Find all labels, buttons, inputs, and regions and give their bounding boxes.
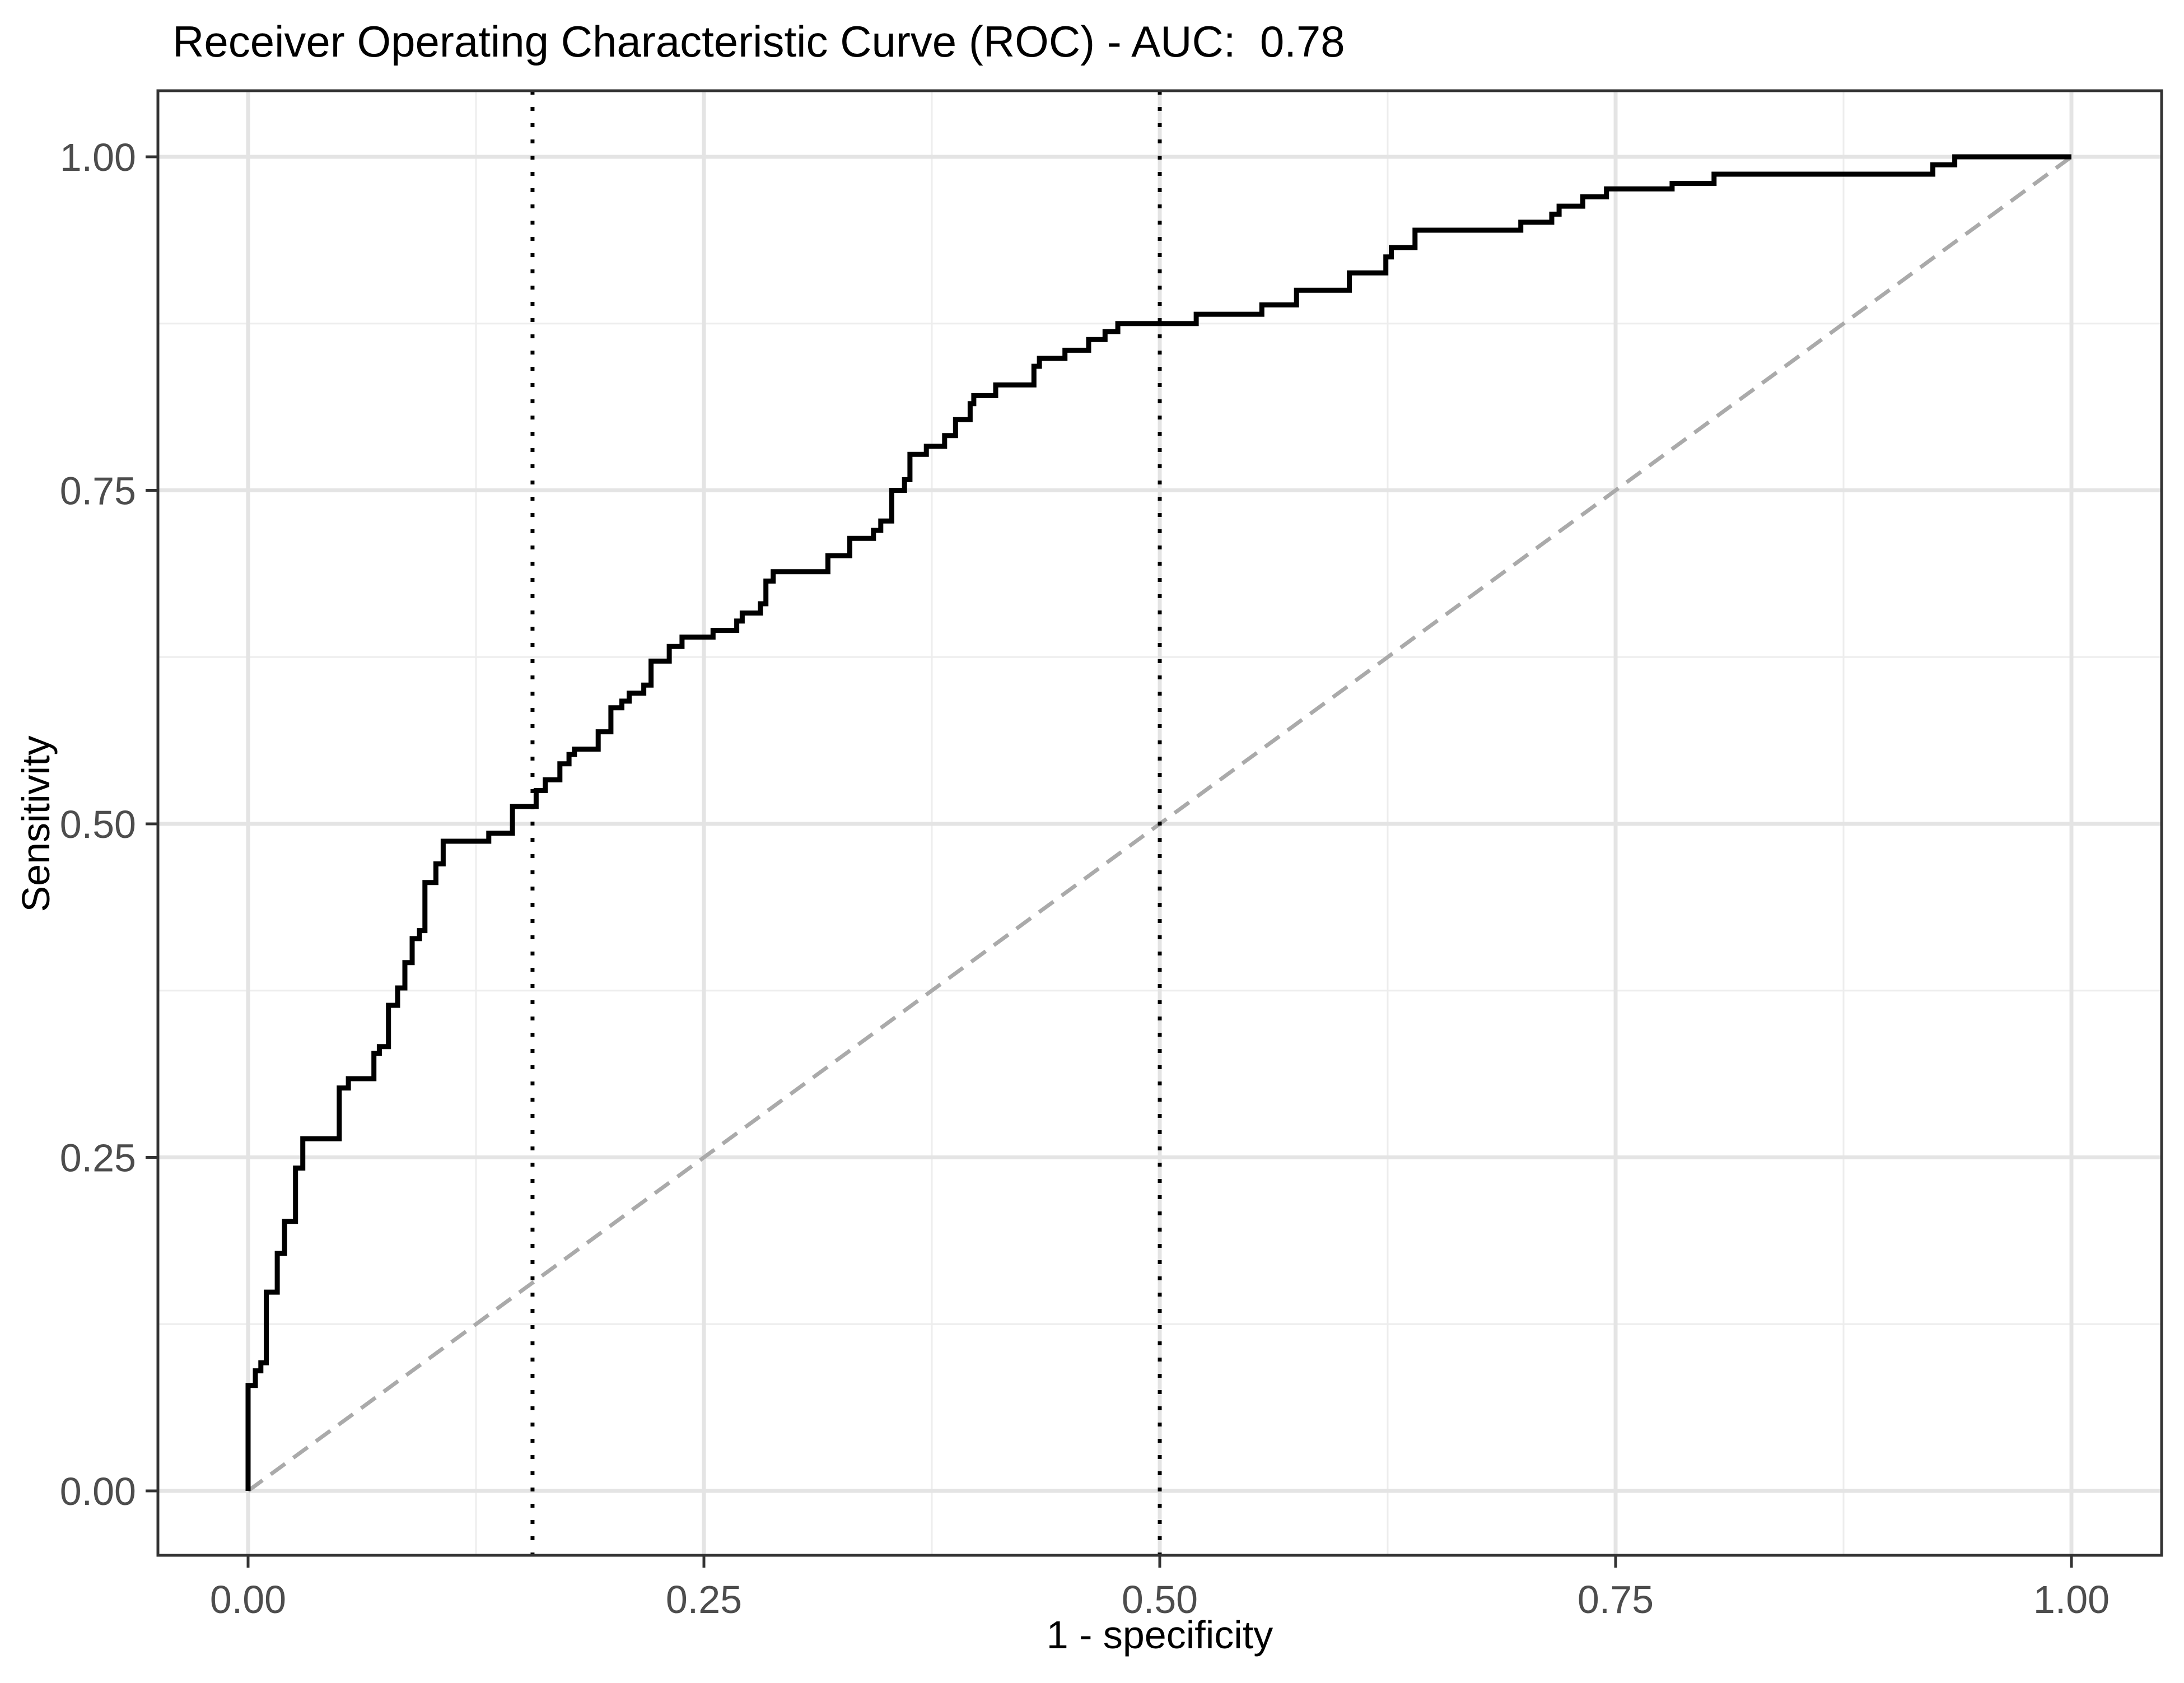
y-axis-tick-labels: 0.00 0.25 0.50 0.75 1.00 [60, 136, 136, 1513]
x-tick-label: 1.00 [2033, 1578, 2110, 1621]
x-axis-tick-labels: 0.00 0.25 0.50 0.75 1.00 [210, 1578, 2110, 1621]
y-axis-title: Sensitivity [14, 735, 58, 912]
reference-lines [246, 91, 2073, 1555]
y-tick-label: 1.00 [60, 136, 136, 179]
x-axis-title: 1 - specificity [1047, 1613, 1273, 1657]
x-tick-label: 0.50 [1122, 1578, 1198, 1621]
x-tick-label: 0.75 [1578, 1578, 1654, 1621]
plot-title: Receiver Operating Characteristic Curve … [172, 17, 1345, 66]
y-tick-label: 0.25 [60, 1136, 136, 1180]
roc-series [245, 154, 2071, 1491]
roc-curve [245, 154, 2071, 1491]
x-tick-label: 0.00 [210, 1578, 286, 1621]
y-tick-label: 0.50 [60, 803, 136, 846]
x-tick-label: 0.25 [666, 1578, 742, 1621]
axis-tick-marks [146, 155, 2073, 1568]
y-tick-label: 0.75 [60, 469, 136, 513]
y-tick-label: 0.00 [60, 1470, 136, 1513]
